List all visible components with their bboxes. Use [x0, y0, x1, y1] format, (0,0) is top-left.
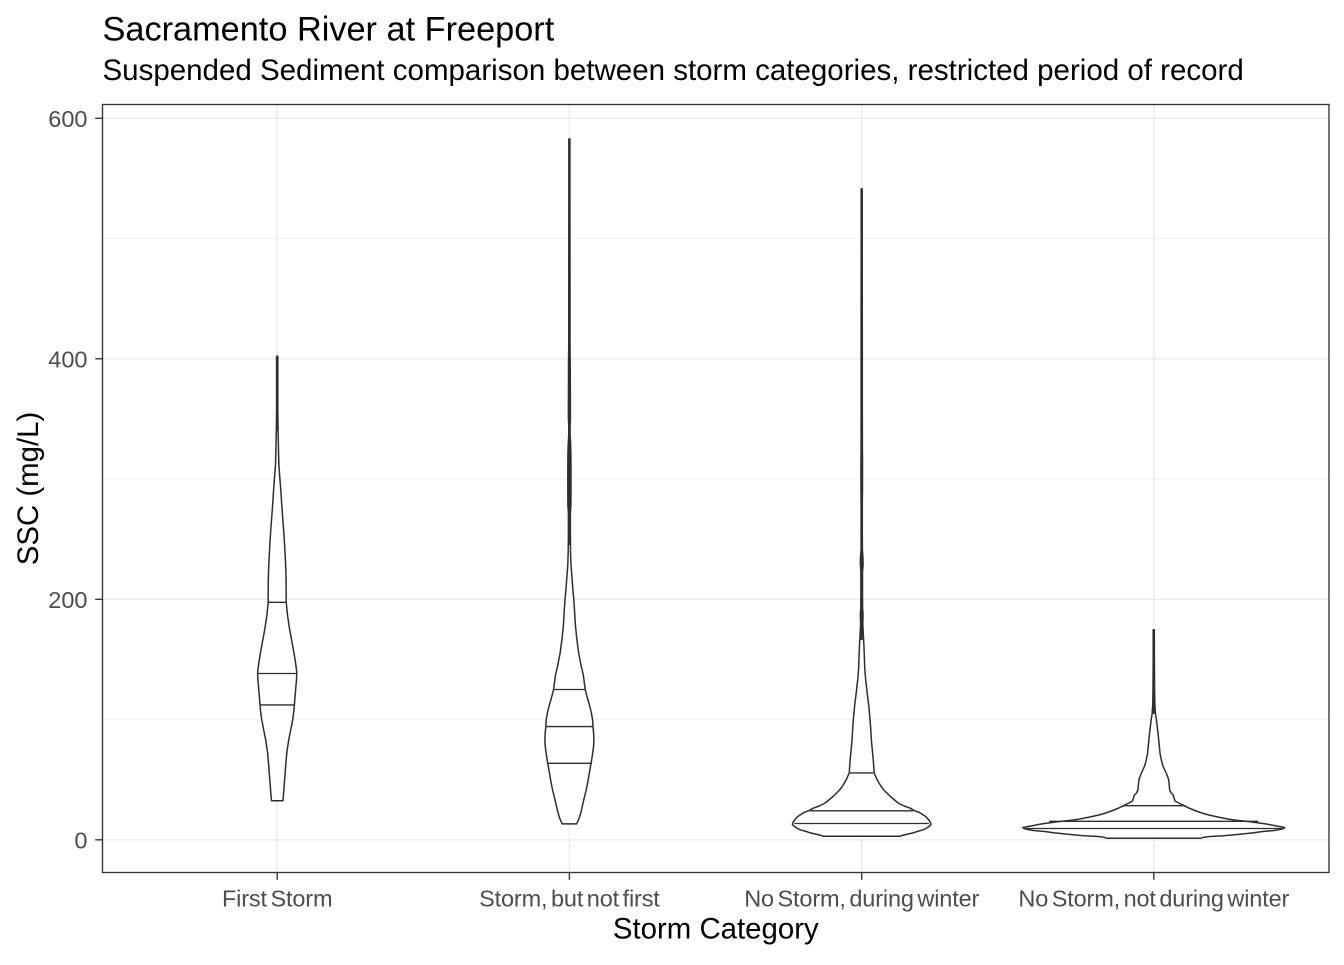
svg-text:200: 200 — [48, 587, 87, 613]
svg-text:Storm, but not first: Storm, but not first — [479, 886, 660, 912]
svg-text:Sacramento River at Freeport: Sacramento River at Freeport — [103, 11, 555, 49]
svg-text:400: 400 — [48, 346, 87, 372]
svg-text:Suspended Sediment comparison: Suspended Sediment comparison between st… — [103, 54, 1244, 87]
svg-text:No Storm, during winter: No Storm, during winter — [744, 886, 979, 912]
svg-text:600: 600 — [48, 106, 87, 132]
svg-text:0: 0 — [74, 827, 87, 853]
svg-text:SSC (mg/L): SSC (mg/L) — [12, 412, 45, 566]
svg-text:First Storm: First Storm — [222, 886, 332, 912]
svg-text:Storm Category: Storm Category — [613, 913, 819, 946]
svg-text:No Storm, not during winter: No Storm, not during winter — [1018, 886, 1289, 912]
